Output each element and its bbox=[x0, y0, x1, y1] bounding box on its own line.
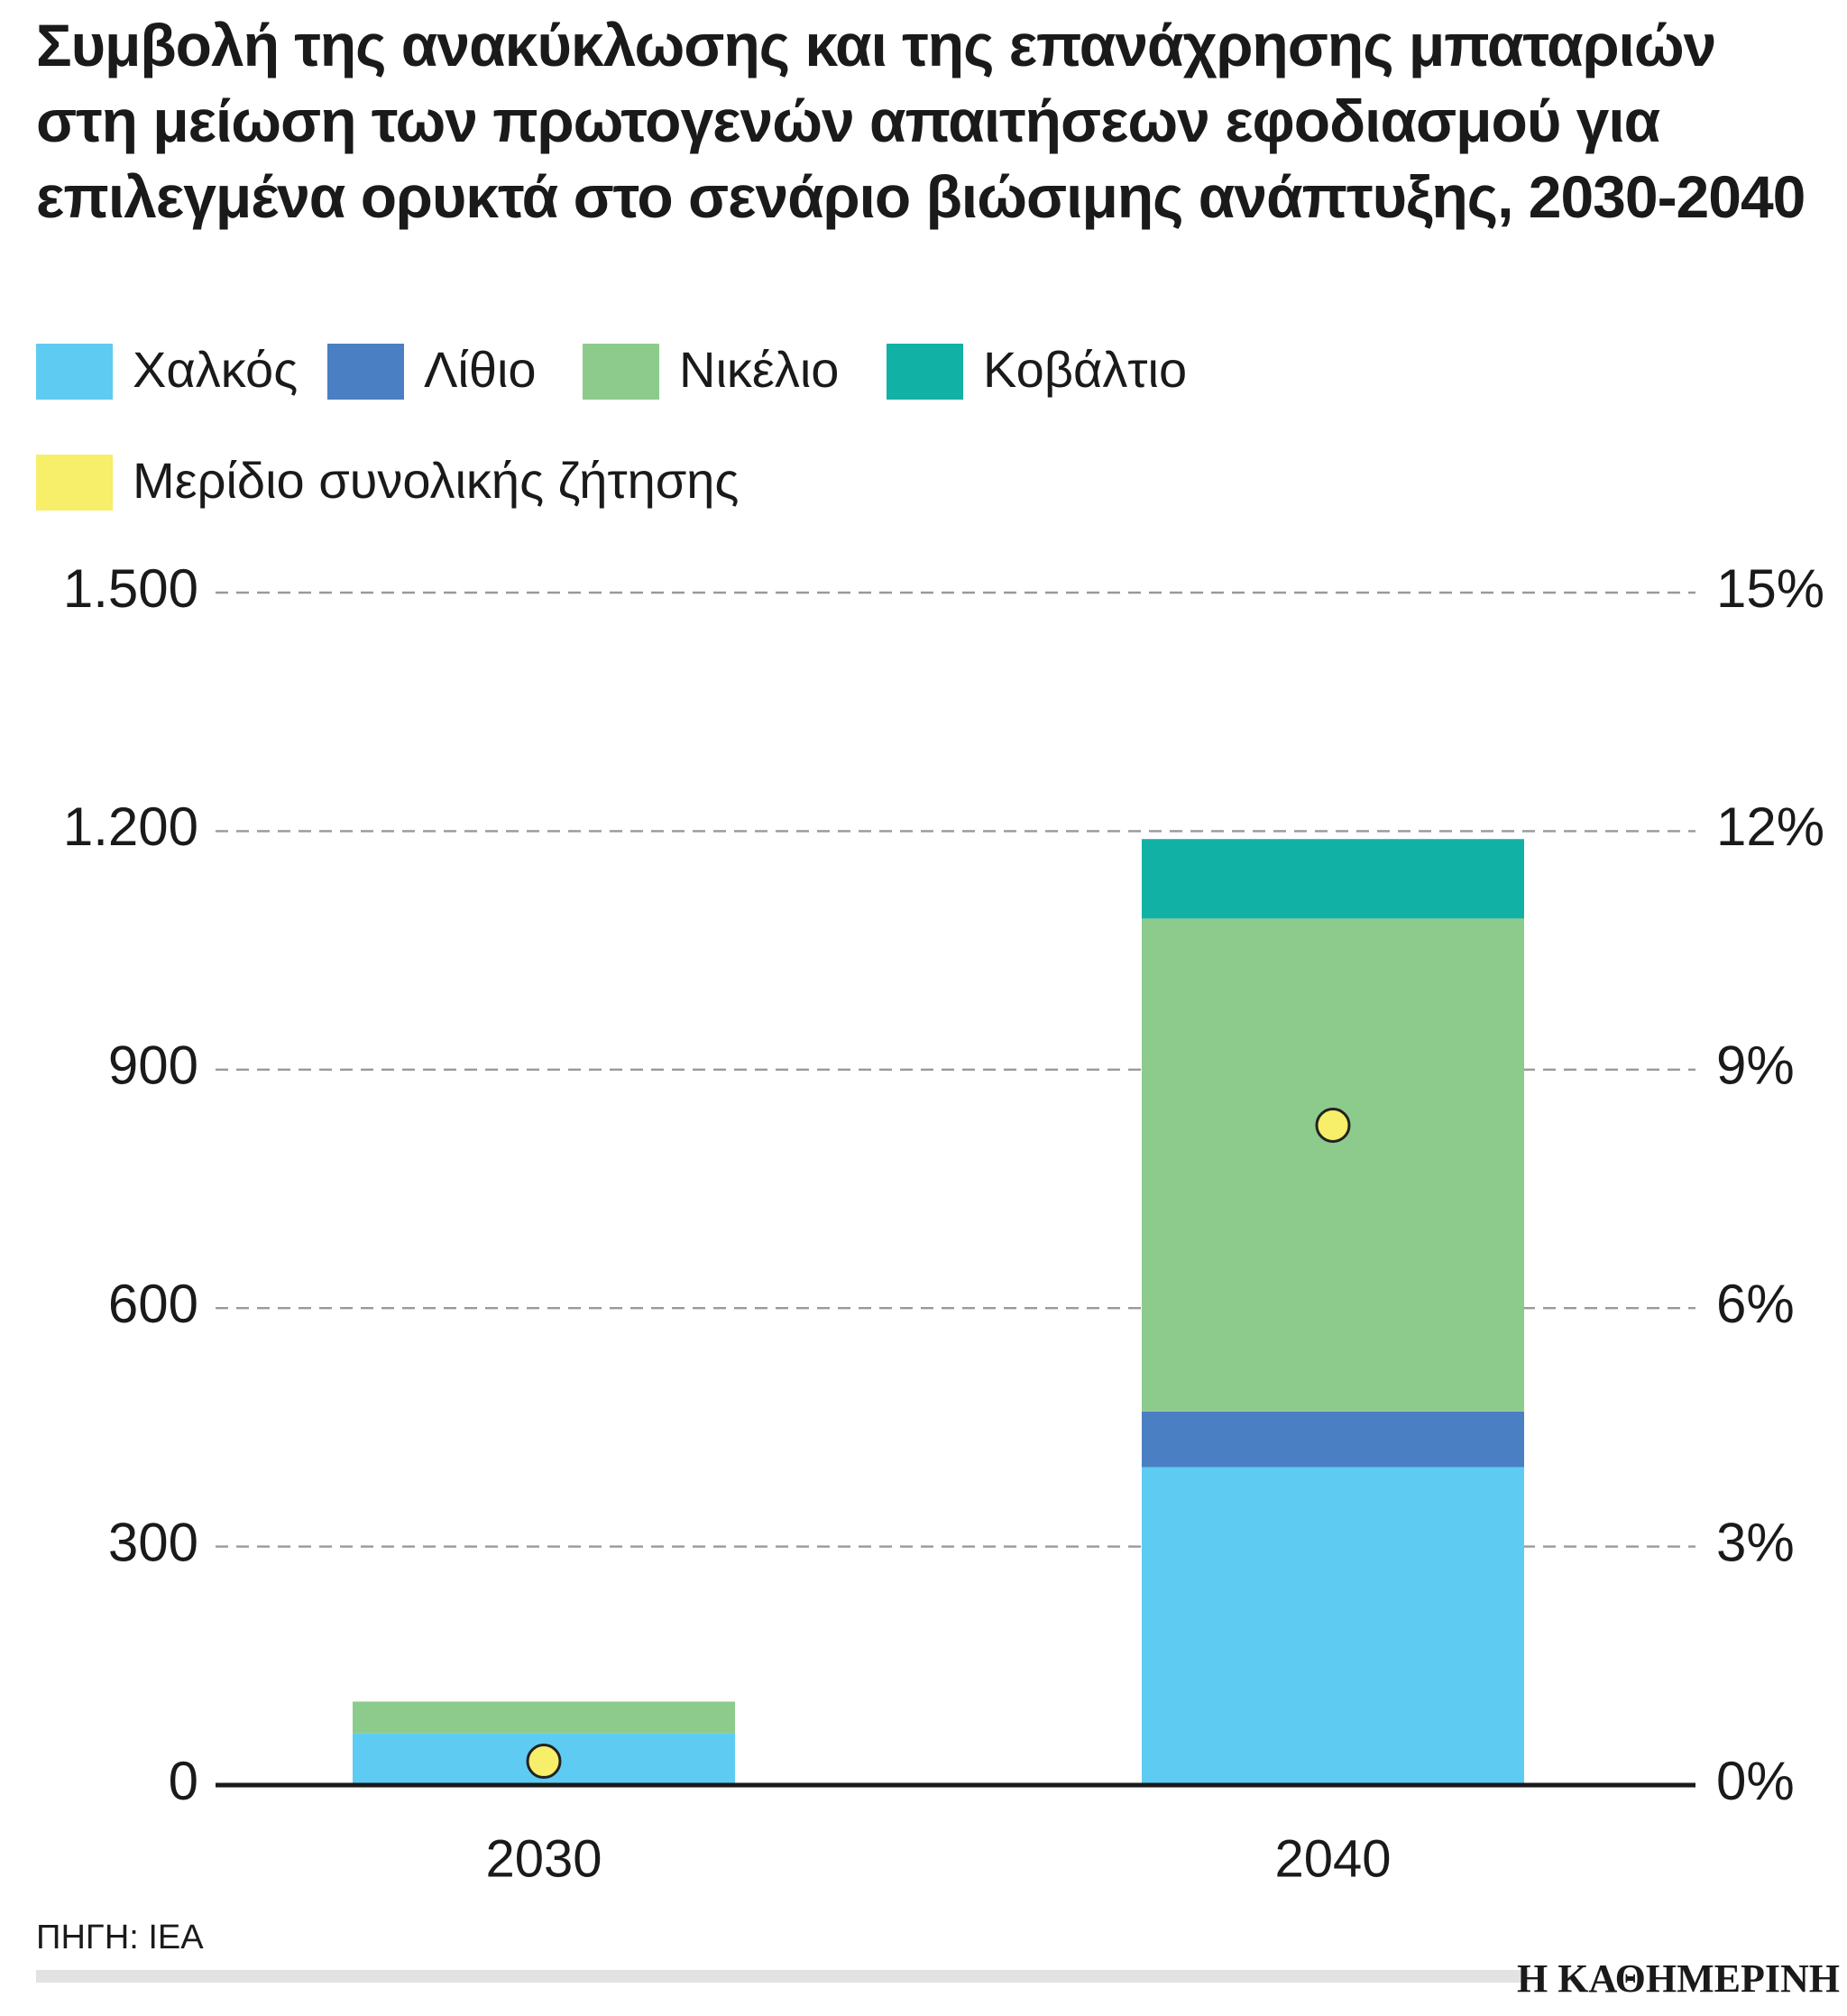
y2-tick-label: 3% bbox=[1716, 1512, 1795, 1572]
source: ΠΗΓΗ: IEA bbox=[36, 1919, 204, 1956]
y2-tick-label: 12% bbox=[1716, 796, 1824, 857]
y-tick-label: 1.200 bbox=[63, 796, 198, 857]
chart-title: Συμβολή της ανακύκλωσης και της επανάχρη… bbox=[36, 12, 1806, 230]
legend-label: Λίθιο bbox=[424, 341, 537, 398]
bar-segment bbox=[1142, 918, 1524, 1412]
share-dot bbox=[526, 1744, 562, 1780]
legend-label: Μερίδιο συνολικής ζήτησης bbox=[133, 452, 739, 509]
legend-swatch bbox=[36, 455, 113, 511]
legend-swatch bbox=[36, 344, 113, 400]
bar-segment bbox=[1142, 1411, 1524, 1468]
y2-tick-label: 9% bbox=[1716, 1036, 1795, 1096]
share-dot bbox=[1315, 1107, 1351, 1143]
legend-label: Νικέλιο bbox=[679, 341, 839, 398]
legend-label: Κοβάλτιο bbox=[983, 341, 1187, 398]
brand: Η ΚΑΘΗΜΕΡΙΝΗ bbox=[1517, 1956, 1840, 2001]
legend-swatch bbox=[327, 344, 404, 400]
bar-segment bbox=[1142, 1467, 1524, 1785]
bar-segment bbox=[1142, 839, 1524, 919]
y2-tick-label: 6% bbox=[1716, 1274, 1795, 1334]
legend-label: Χαλκός bbox=[133, 341, 298, 398]
y-tick-label: 1.500 bbox=[63, 558, 198, 619]
y-tick-label: 0 bbox=[169, 1751, 198, 1811]
y2-tick-label: 0% bbox=[1716, 1751, 1795, 1811]
y2-tick-label: 15% bbox=[1716, 558, 1824, 619]
legend-swatch bbox=[583, 344, 659, 400]
x-tick-label: 2030 bbox=[485, 1829, 602, 1888]
footer-bar bbox=[36, 1970, 1529, 1983]
y-tick-label: 900 bbox=[108, 1036, 198, 1096]
x-tick-label: 2040 bbox=[1274, 1829, 1391, 1888]
bar-segment bbox=[353, 1701, 735, 1734]
y-tick-label: 300 bbox=[108, 1512, 198, 1572]
y-tick-label: 600 bbox=[108, 1274, 198, 1334]
legend-swatch bbox=[887, 344, 963, 400]
